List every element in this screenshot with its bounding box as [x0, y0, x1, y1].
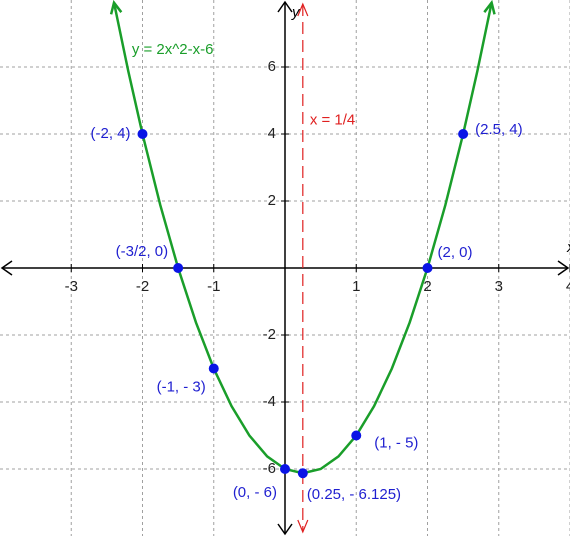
- curve-label: y = 2x^2-x-6: [132, 41, 214, 58]
- asymptote-label: x = 1/4: [310, 112, 355, 129]
- x-tick-label: -3: [65, 278, 78, 295]
- asymptote-arrow: [297, 2, 309, 534]
- point: [173, 263, 184, 273]
- x-tick-label: -1: [207, 278, 220, 295]
- x-axis-arrow: [0, 260, 570, 276]
- y-tick-label: -6: [263, 460, 276, 477]
- y-axis-arrow: [277, 0, 293, 536]
- point: [422, 263, 433, 273]
- point-label: (1, - 5): [374, 434, 418, 451]
- point: [208, 363, 219, 374]
- x-axis-label: x: [566, 239, 570, 256]
- x-tick-label: 3: [495, 278, 503, 295]
- point: [280, 464, 290, 474]
- y-tick-label: 2: [268, 192, 276, 209]
- point-label: (0, - 6): [233, 484, 277, 501]
- point-label: (0.25, - 6.125): [307, 486, 401, 503]
- point-label: (2, 0): [438, 244, 473, 261]
- y-tick-label: 6: [268, 58, 276, 75]
- y-tick-label: 4: [268, 125, 276, 142]
- y-tick-label: -4: [263, 393, 276, 410]
- y-axis-label: y: [291, 4, 301, 21]
- point-label: (-3/2, 0): [116, 243, 169, 260]
- x-tick-label: 2: [423, 278, 431, 295]
- curve-arrow: [109, 0, 123, 15]
- point: [297, 468, 308, 479]
- x-tick-label: -2: [136, 278, 149, 295]
- point: [458, 129, 469, 139]
- point: [137, 129, 148, 139]
- point-label: (2.5, 4): [475, 121, 523, 138]
- point-label: (-1, - 3): [157, 378, 206, 395]
- curve-arrow: [483, 0, 496, 15]
- x-tick-label: 1: [352, 278, 360, 295]
- y-tick-label: -2: [263, 326, 276, 343]
- point: [351, 430, 362, 441]
- x-tick-label: 4: [566, 278, 570, 295]
- point-label: (-2, 4): [90, 125, 130, 142]
